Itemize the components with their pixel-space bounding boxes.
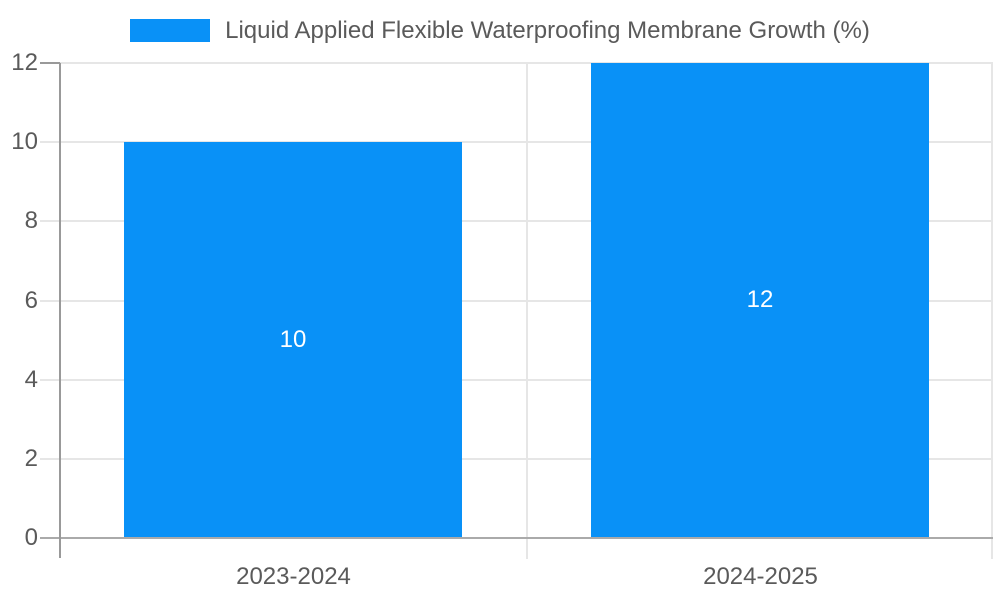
bar-value-label: 12: [746, 286, 774, 313]
y-axis-tick: [40, 379, 60, 381]
legend: Liquid Applied Flexible Waterproofing Me…: [0, 17, 1000, 44]
bar-value-label: 10: [279, 325, 307, 353]
y-axis-label: 2: [24, 445, 38, 472]
legend-series-label: Liquid Applied Flexible Waterproofing Me…: [225, 17, 870, 44]
bar: 10: [124, 142, 462, 537]
y-axis-tick: [40, 458, 60, 460]
y-axis-label: 6: [24, 287, 38, 314]
y-axis-label: 12: [11, 49, 38, 76]
category-divider: [526, 63, 528, 559]
y-axis-tick: [40, 300, 60, 302]
x-axis-baseline: [40, 537, 993, 539]
y-axis-label: 0: [24, 524, 38, 551]
bar: 12: [591, 63, 929, 537]
plot-right-border: [991, 63, 993, 559]
y-axis-label: 10: [11, 128, 38, 155]
x-axis-label: 2024-2025: [703, 563, 818, 590]
y-axis-line: [59, 63, 61, 558]
x-axis-label: 2023-2024: [236, 563, 351, 590]
legend-swatch: [130, 19, 211, 42]
y-axis-label: 4: [24, 366, 38, 393]
y-axis-tick: [40, 220, 60, 222]
y-axis-tick: [40, 62, 60, 64]
y-axis-label: 8: [24, 207, 38, 234]
y-axis-tick: [40, 141, 60, 143]
